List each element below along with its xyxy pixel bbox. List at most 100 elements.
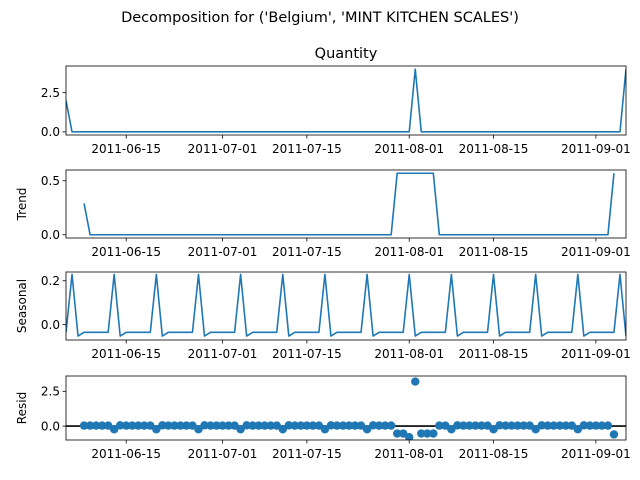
resid-point <box>224 421 233 430</box>
x-tick-label: 2011-08-01 <box>374 142 444 156</box>
plot-area <box>66 68 626 133</box>
resid-point <box>609 430 619 439</box>
y-tick-label: 0.5 <box>41 174 60 188</box>
resid-point <box>471 421 480 430</box>
resid-point <box>97 421 107 430</box>
resid-point <box>200 421 209 430</box>
x-tick-label: 2011-08-15 <box>459 142 529 156</box>
resid-point <box>296 421 306 430</box>
axes-frame <box>65 65 627 136</box>
resid-point <box>579 421 589 430</box>
resid-point <box>266 421 275 430</box>
y-tick-label: 0.0 <box>41 419 60 433</box>
x-tick-label: 2011-07-01 <box>188 245 258 259</box>
y-tick-label: 0.0 <box>41 318 60 332</box>
resid-point <box>386 421 396 430</box>
resid-point <box>591 421 601 430</box>
resid-point <box>236 425 245 434</box>
seasonal-line <box>66 273 626 337</box>
resid-point <box>338 421 348 430</box>
resid-point <box>194 425 203 434</box>
resid-point <box>405 433 414 440</box>
y-axis-label: Seasonal <box>15 279 29 333</box>
plot-area <box>83 172 615 236</box>
resid-point <box>423 429 432 438</box>
series-line <box>66 68 626 133</box>
resid-point <box>122 421 131 430</box>
resid-point <box>260 421 269 430</box>
resid-point <box>374 421 384 430</box>
resid-point <box>465 421 474 430</box>
resid-point <box>597 421 607 430</box>
resid-point <box>603 421 613 430</box>
x-tick-label: 2011-07-01 <box>188 447 258 461</box>
resid-point <box>356 421 366 430</box>
resid-point <box>362 425 372 434</box>
y-tick-label: 0.0 <box>41 228 60 242</box>
resid-point <box>417 429 426 438</box>
x-tick-label: 2011-09-01 <box>561 447 631 461</box>
resid-point <box>519 421 528 430</box>
x-tick-label: 2011-07-01 <box>188 142 258 156</box>
resid-point <box>79 421 89 430</box>
resid-point <box>85 421 95 430</box>
x-tick-label: 2011-07-01 <box>188 347 258 361</box>
resid-point <box>103 421 113 430</box>
resid-point <box>477 421 486 430</box>
resid-point <box>429 429 438 438</box>
x-tick-label: 2011-09-01 <box>561 347 631 361</box>
resid-point <box>447 425 456 434</box>
x-tick-label: 2011-07-15 <box>272 347 342 361</box>
resid-point <box>218 421 227 430</box>
resid-point <box>290 421 300 430</box>
resid-point <box>453 421 462 430</box>
resid-point <box>501 421 510 430</box>
x-tick-label: 2011-08-01 <box>374 447 444 461</box>
x-tick-label: 2011-08-15 <box>459 447 529 461</box>
plot-area <box>66 377 626 440</box>
resid-point <box>140 421 149 430</box>
resid-point <box>206 421 215 430</box>
resid-point <box>489 425 498 434</box>
resid-point <box>380 421 390 430</box>
panel-2: 0.0 0.5 2011-06-15 2011-07-01 2011-07-15 2011… <box>15 169 631 259</box>
resid-point <box>146 421 155 430</box>
resid-point <box>115 421 125 430</box>
plot-area <box>66 273 626 337</box>
resid-point <box>549 421 558 430</box>
x-tick-label: 2011-07-15 <box>272 245 342 259</box>
axes-frame <box>65 271 627 341</box>
resid-point <box>188 421 197 430</box>
resid-point <box>507 421 516 430</box>
panels: 0.0 2.5 2011-06-15 2011-07-01 2011-07-15 2011… <box>15 46 631 461</box>
x-tick-label: 2011-06-15 <box>91 245 161 259</box>
y-axis-label: Trend <box>15 188 29 222</box>
x-tick-label: 2011-09-01 <box>561 245 631 259</box>
resid-point <box>392 429 402 438</box>
resid-point <box>525 421 534 430</box>
resid-point <box>158 421 167 430</box>
resid-point <box>320 425 330 434</box>
panel-4: 0.0 2.5 2011-06-15 2011-07-01 2011-07-15 2011… <box>15 375 631 461</box>
resid-point <box>212 421 221 430</box>
x-tick-label: 2011-06-15 <box>91 347 161 361</box>
resid-point <box>170 421 179 430</box>
resid-point <box>230 421 239 430</box>
resid-point <box>441 421 450 430</box>
resid-point <box>152 425 161 434</box>
x-tick-label: 2011-08-01 <box>374 347 444 361</box>
resid-point <box>91 421 101 430</box>
x-tick-label: 2011-07-15 <box>272 447 342 461</box>
y-tick-label: 0.0 <box>41 125 60 139</box>
figure-suptitle: Decomposition for ('Belgium', 'MINT KITC… <box>121 10 519 26</box>
resid-point <box>561 421 570 430</box>
resid-point <box>308 421 318 430</box>
resid-point <box>134 421 143 430</box>
resid-point <box>368 421 378 430</box>
resid-point <box>435 421 444 430</box>
resid-point <box>176 421 185 430</box>
x-tick-label: 2011-08-01 <box>374 245 444 259</box>
resid-point <box>543 421 552 430</box>
resid-point <box>399 429 408 438</box>
resid-point <box>411 377 420 386</box>
